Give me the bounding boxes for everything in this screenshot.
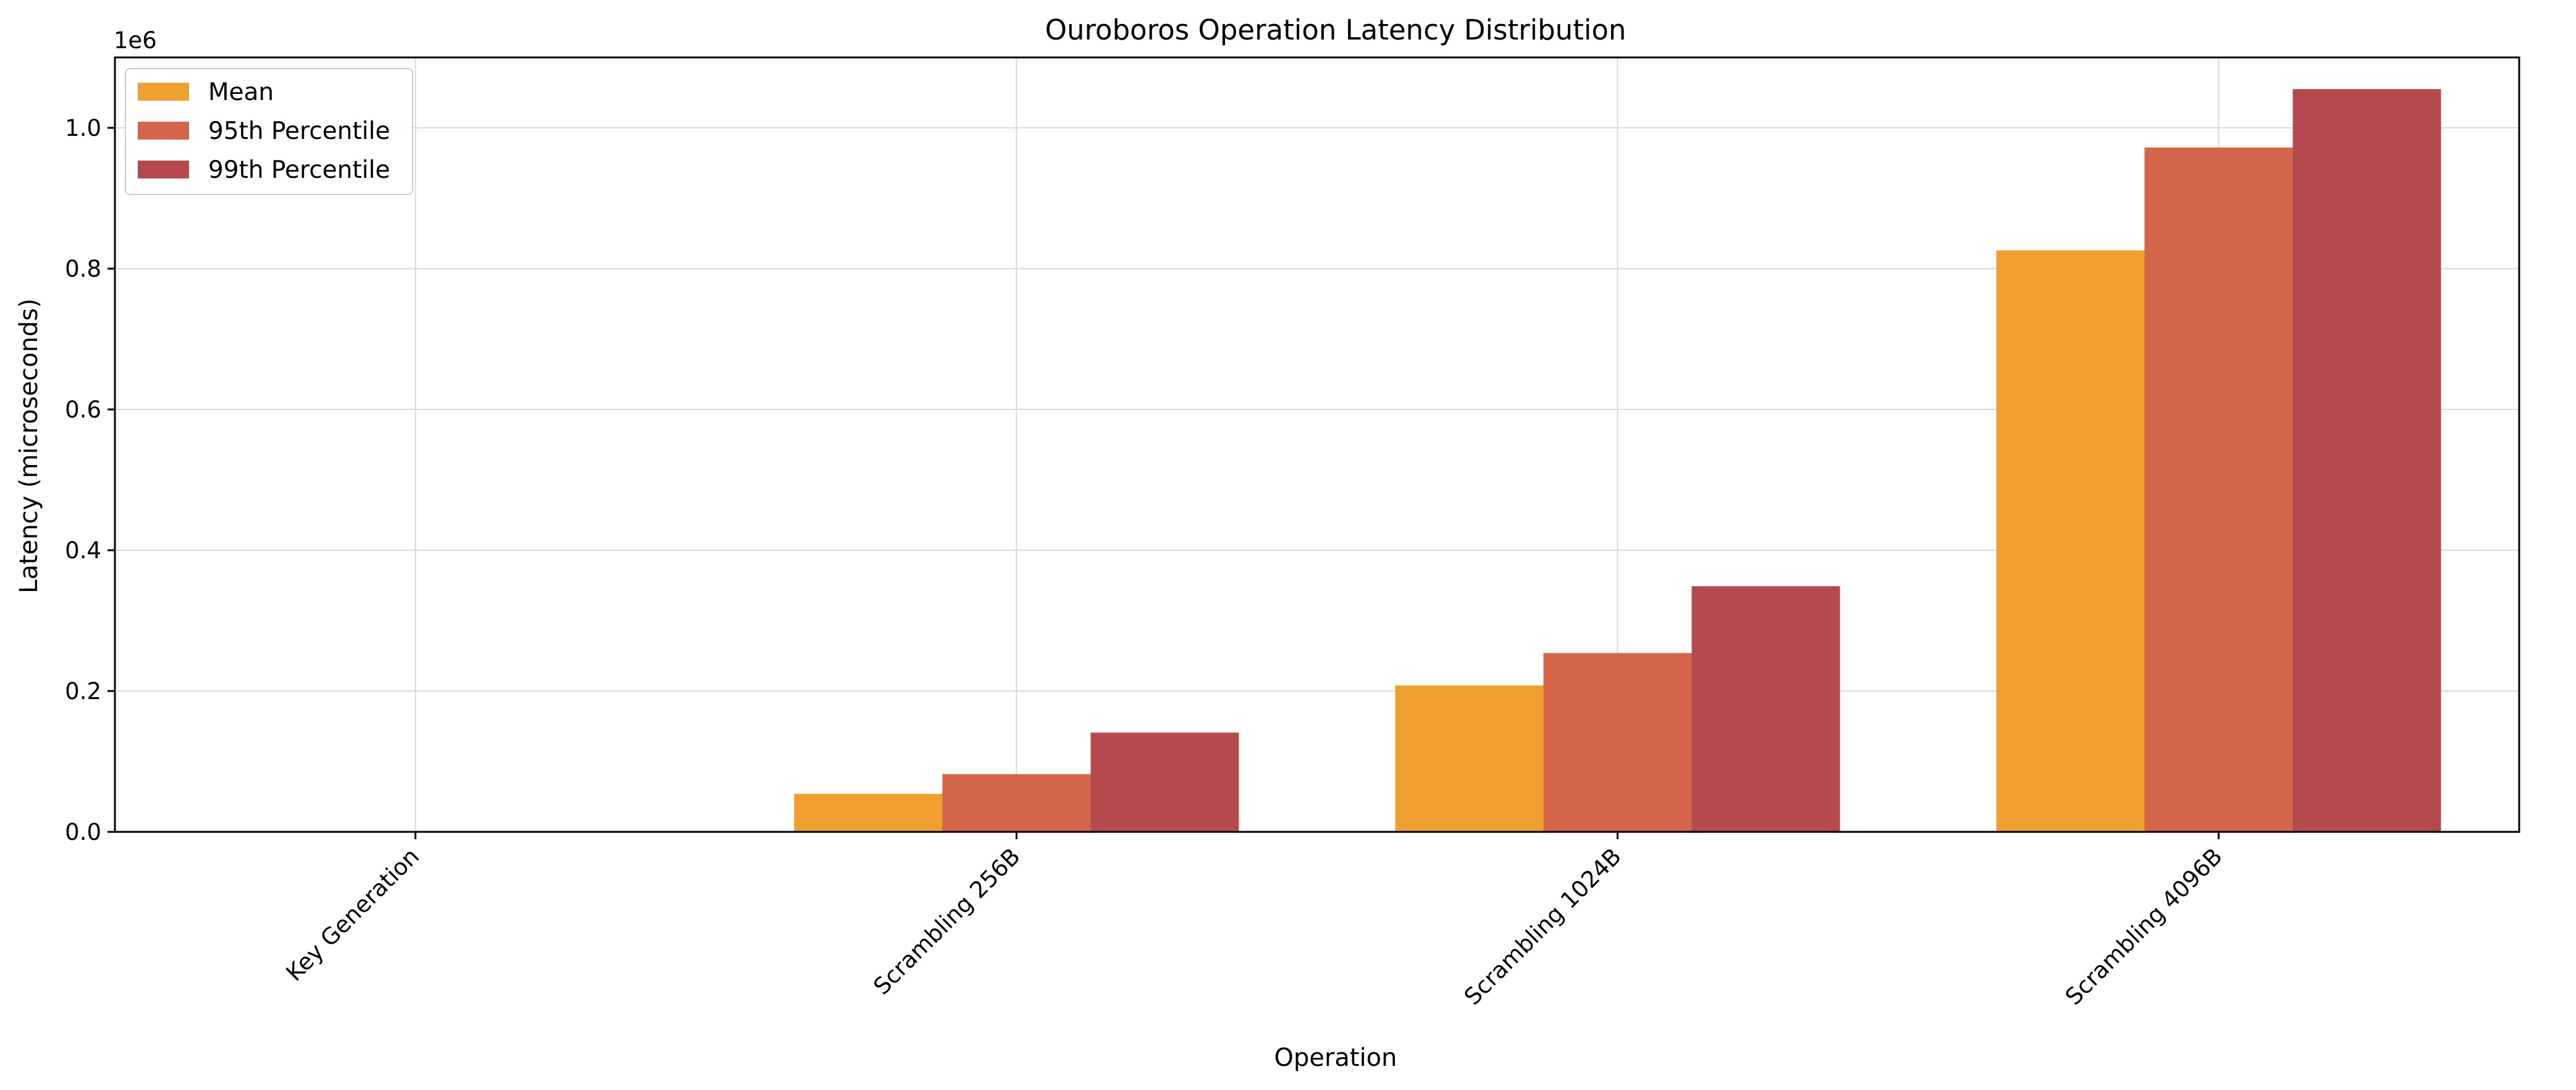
bar: [1395, 685, 1544, 832]
legend-swatch: [138, 161, 189, 178]
chart-title: Ouroboros Operation Latency Distribution: [1045, 14, 1627, 46]
legend-label: 99th Percentile: [208, 156, 390, 184]
plot-frame: [114, 56, 2520, 833]
legend-label: 95th Percentile: [208, 117, 390, 145]
bar: [942, 774, 1091, 832]
bar: [1543, 653, 1692, 832]
legend-label: Mean: [208, 78, 274, 106]
legend-swatch: [138, 83, 189, 101]
x-axis-label: Operation: [1274, 1044, 1397, 1072]
bar: [1691, 586, 1840, 832]
y-tick-label: 0.6: [65, 396, 101, 423]
bar: [2292, 89, 2441, 832]
y-axis-label: Latency (microseconds): [15, 298, 43, 593]
bar: [1090, 732, 1239, 832]
y-tick-label: 0.4: [65, 537, 101, 564]
bars: [794, 89, 2441, 832]
legend-box: [125, 68, 413, 195]
legend-swatch: [138, 122, 189, 140]
y-tick-label: 1.0: [65, 115, 101, 141]
y-tick-label: 0.8: [65, 256, 101, 282]
y-tick-label: 0.0: [65, 819, 101, 845]
bar: [2144, 147, 2293, 832]
legend: Mean 95th Percentile 99th Percentile: [125, 68, 413, 195]
y-tick-label: 0.2: [65, 678, 101, 705]
bar: [1996, 250, 2145, 832]
bar: [794, 794, 943, 832]
y-offset-label: 1e6: [114, 27, 157, 54]
